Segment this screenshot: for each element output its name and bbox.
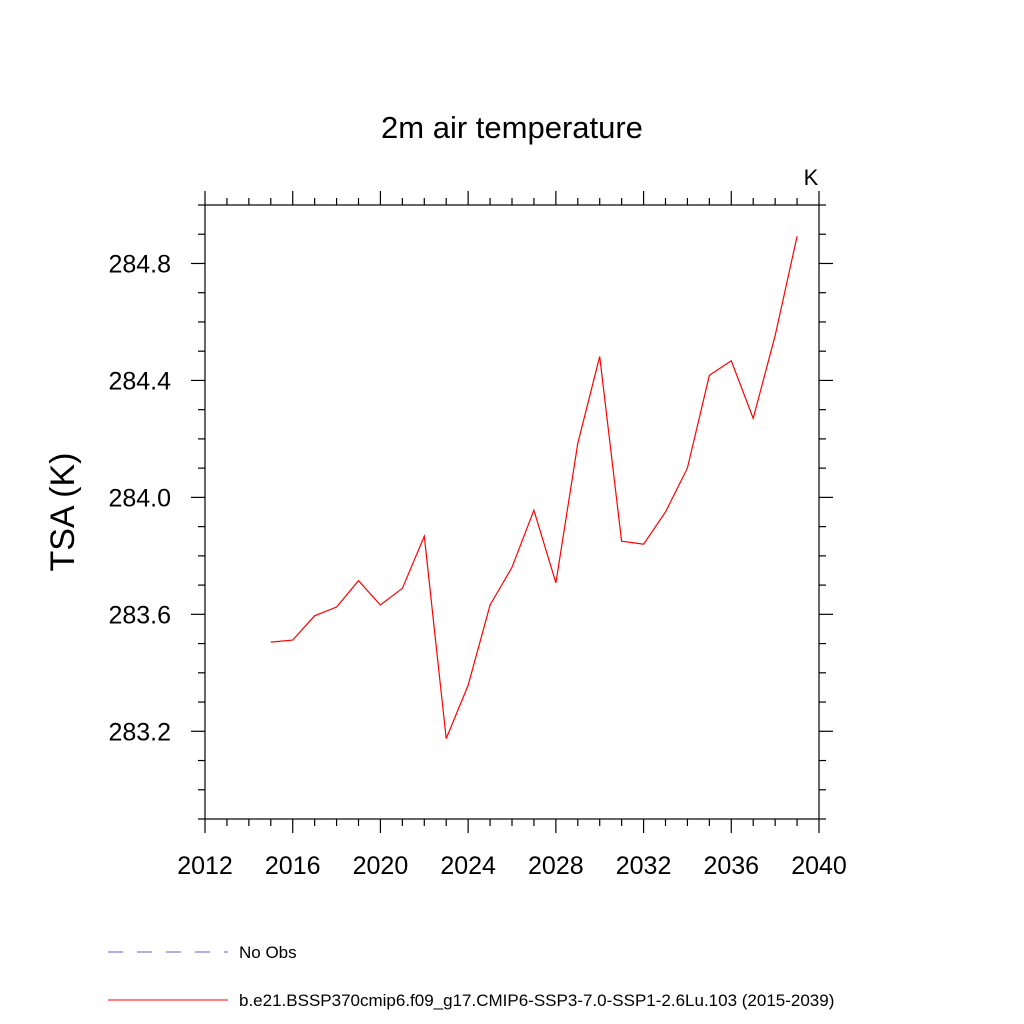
y-tick-label: 284.4 [108,367,171,395]
y-axis-label: TSA (K) [44,452,82,571]
x-tick-label: 2016 [265,852,321,880]
legend: No Obs b.e21.BSSP370cmip6.f09_g17.CMIP6-S… [108,943,834,1010]
axis-ticks [191,191,833,833]
chart-title: 2m air temperature [381,110,643,145]
units-label: K [804,165,819,190]
y-tick-label: 283.2 [108,718,171,746]
x-tick-label: 2040 [791,852,847,880]
y-tick-label: 284.0 [108,484,171,512]
x-tick-label: 2024 [440,852,496,880]
plot-frame [204,204,820,820]
x-tick-label: 2020 [353,852,409,880]
x-tick-label: 2036 [703,852,759,880]
legend-label: b.e21.BSSP370cmip6.f09_g17.CMIP6-SSP3-7.… [239,991,834,1010]
y-tick-label: 284.8 [108,250,171,278]
tick-labels: 2012 2016 2020 2024 2028 2032 2036 2040 283.2 283… [108,250,846,880]
x-tick-label: 2032 [616,852,672,880]
x-tick-label: 2012 [177,852,233,880]
series-line [270,236,798,739]
series-layer [270,236,798,739]
y-tick-label: 283.6 [108,601,171,629]
legend-label: No Obs [239,943,297,962]
x-tick-label: 2028 [528,852,584,880]
